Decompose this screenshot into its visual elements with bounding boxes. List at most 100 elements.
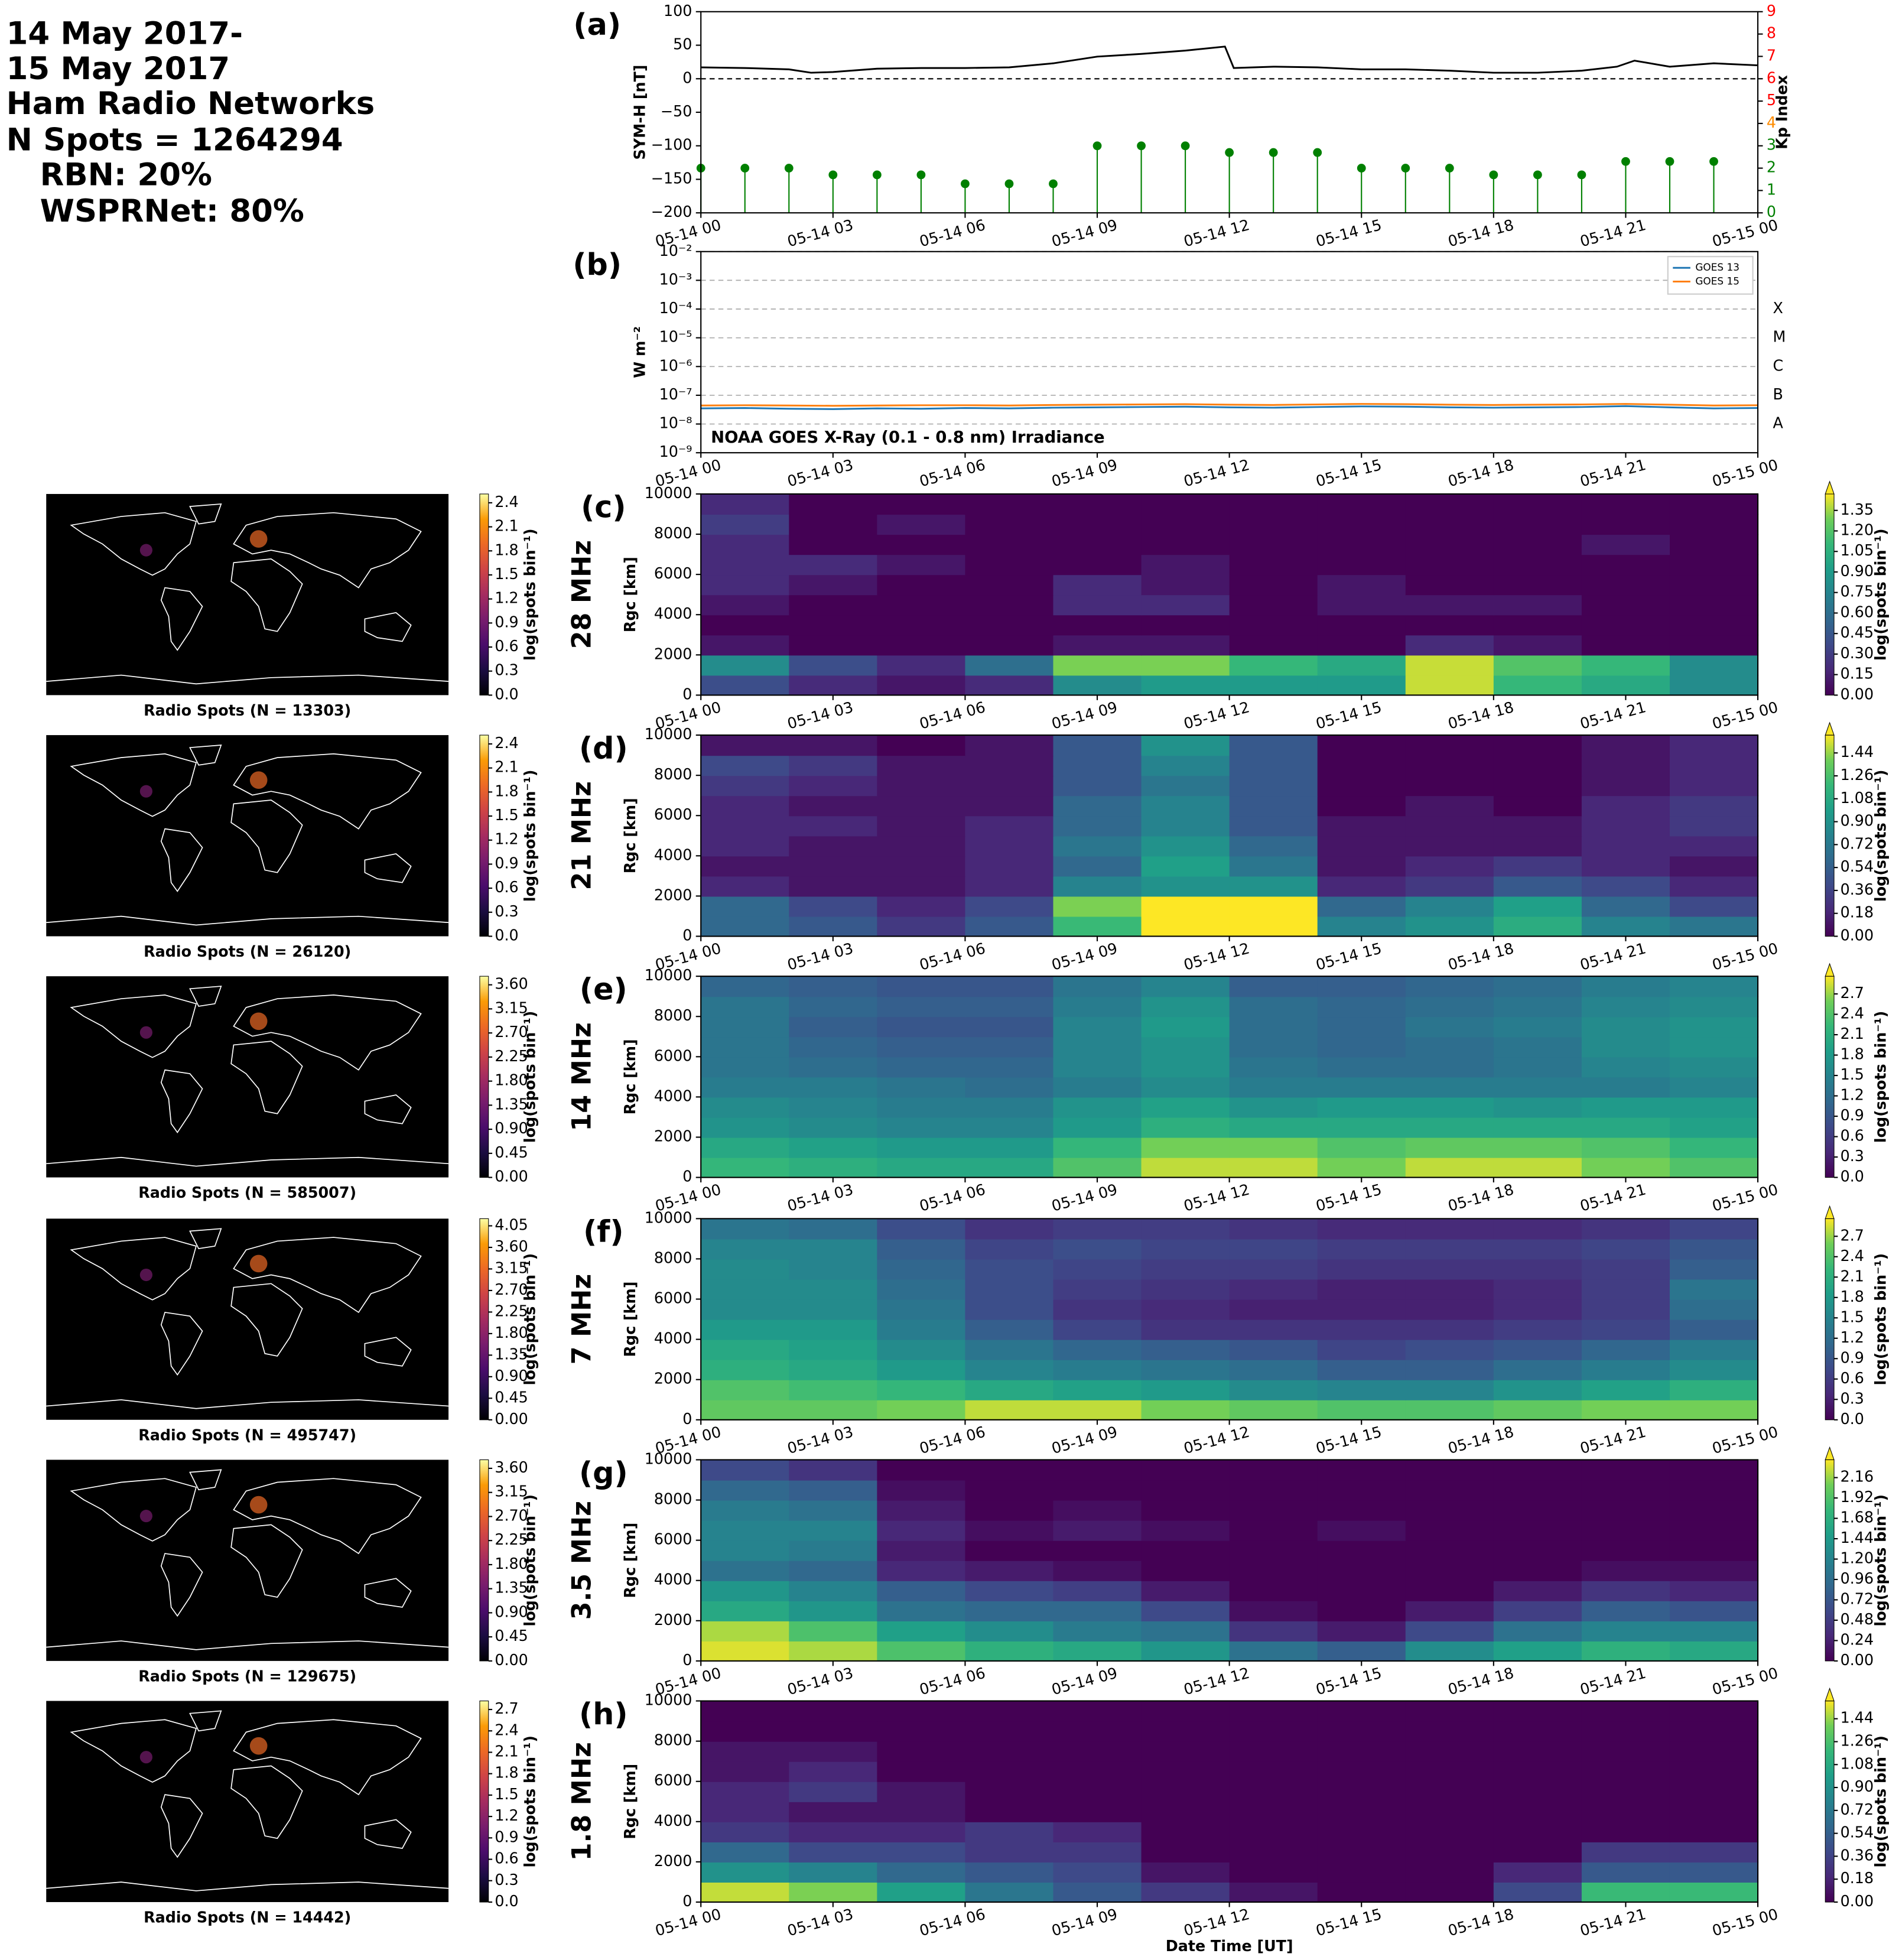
- heatmap-cell: [1141, 1239, 1230, 1260]
- heatmap-cell: [701, 1741, 790, 1762]
- heatmap-cell: [701, 534, 790, 555]
- colorbar-tick-label: 0.00: [495, 1168, 528, 1185]
- heatmap-cell: [1493, 1399, 1582, 1421]
- heatmap-cell: [1669, 1861, 1759, 1883]
- heatmap-cell: [701, 1781, 790, 1802]
- heatmap-cell: [1493, 1218, 1582, 1240]
- colorbar-tick-label: 1.05: [1841, 541, 1874, 559]
- heatmap-cell: [1141, 1540, 1230, 1561]
- colorbar: [1825, 734, 1835, 937]
- legend-label: GOES 13: [1695, 261, 1739, 273]
- heatmap-cell: [965, 1801, 1054, 1822]
- x-tick-label: 05-14 12: [1182, 1664, 1251, 1698]
- heatmap-cell: [1317, 1359, 1406, 1380]
- colorbar-tick-label: 2.4: [495, 1721, 518, 1738]
- heatmap-cell: [1669, 815, 1759, 837]
- heatmap-cell: [1581, 1500, 1671, 1521]
- series-line: [701, 45, 1758, 74]
- heatmap-cell: [877, 896, 966, 917]
- heatmap-cell: [1053, 1339, 1142, 1360]
- x-tick-label: 05-14 18: [1446, 1905, 1516, 1939]
- heatmap-cell: [1669, 896, 1759, 917]
- heatmap-cell: [1493, 1077, 1582, 1098]
- colorbar-tick-label: 0.6: [495, 637, 518, 655]
- colorbar-tick-label: 2.1: [1841, 1267, 1864, 1285]
- heatmap-cell: [701, 1861, 790, 1883]
- heatmap-cell: [1229, 815, 1318, 837]
- heatmap-cell: [789, 1741, 878, 1762]
- colorbar-tick-label: 1.5: [495, 1785, 518, 1803]
- colorbar-tick-label: 0.72: [1841, 1590, 1874, 1607]
- heatmap-cell: [701, 815, 790, 837]
- x-tick-label: 05-14 15: [1314, 1180, 1384, 1214]
- colorbar: [1825, 976, 1835, 1178]
- heatmap-cell: [789, 795, 878, 817]
- heatmap-cell: [1405, 1137, 1494, 1158]
- heatmap-cell: [965, 1399, 1054, 1421]
- heatmap-cell: [1141, 1057, 1230, 1078]
- heatmap-cell: [1669, 1801, 1759, 1822]
- map-caption: Radio Spots (N = 495747): [138, 1426, 356, 1444]
- heatmap-cell: [1669, 635, 1759, 656]
- heatmap-cell: [1317, 1299, 1406, 1320]
- heatmap-cell: [1669, 1137, 1759, 1158]
- heatmap-cell: [1141, 1339, 1230, 1360]
- heatmap-cell: [1317, 1701, 1406, 1722]
- heatmap-cell: [877, 1841, 966, 1863]
- heatmap-cell: [1141, 1259, 1230, 1280]
- heatmap-cell: [1141, 1721, 1230, 1742]
- heatmap-cell: [1405, 1821, 1494, 1842]
- heatmap-cell: [1669, 1701, 1759, 1722]
- heatmap-cell: [789, 916, 878, 937]
- heatmap-cell: [965, 795, 1054, 817]
- heatmap-cell: [965, 1701, 1054, 1722]
- x-tick-label: 05-14 09: [1049, 1905, 1119, 1939]
- heatmap-cell: [789, 1560, 878, 1581]
- heatmap-cell: [1405, 1540, 1494, 1561]
- frequency-label: 1.8 MHz: [567, 1742, 597, 1861]
- colorbar: [1825, 1701, 1835, 1903]
- colorbar-tick-label: 0.45: [495, 1388, 528, 1406]
- heatmap-cell: [1229, 1721, 1318, 1742]
- y-axis-label: Rgc [km]: [621, 1764, 639, 1839]
- x-tick-label: 05-15 00: [1710, 1905, 1780, 1939]
- heatmap-cell: [1493, 1721, 1582, 1742]
- heatmap-cell: [701, 1520, 790, 1541]
- colorbar-tick-label: 2.25: [495, 1530, 528, 1548]
- heatmap-cell: [1493, 755, 1582, 776]
- heatmap-cell: [1581, 896, 1671, 917]
- heatmap-cell: [1141, 1036, 1230, 1058]
- heatmap-cell: [877, 795, 966, 817]
- heatmap-cell: [1053, 1137, 1142, 1158]
- heatmap-cell: [1229, 1137, 1318, 1158]
- heatmap-cell: [789, 574, 878, 596]
- heatmap-cell: [1229, 1580, 1318, 1601]
- heatmap-cell: [877, 1399, 966, 1421]
- heatmap-cell: [1581, 1097, 1671, 1118]
- y-tick-label: 0: [682, 926, 692, 944]
- colorbar-tick-label: 2.4: [495, 734, 518, 752]
- x-tick-label: 05-14 03: [785, 456, 855, 490]
- colorbar-tick-label: 0.72: [1841, 834, 1874, 852]
- heatmap-cell: [965, 1137, 1054, 1158]
- heatmap-cell: [1581, 1861, 1671, 1883]
- heatmap-cell: [789, 1279, 878, 1300]
- y-tick-label: 50: [673, 35, 692, 53]
- heatmap-cell: [1141, 1520, 1230, 1541]
- heatmap-cell: [965, 1540, 1054, 1561]
- heatmap-cell: [1141, 554, 1230, 576]
- heatmap-cell: [789, 1841, 878, 1863]
- heatmap-cell: [1053, 574, 1142, 596]
- heatmap-cell: [789, 1218, 878, 1240]
- colorbar-tick-label: 1.80: [495, 1324, 528, 1341]
- heatmap-cell: [1669, 514, 1759, 535]
- heatmap-cell: [1493, 554, 1582, 576]
- heatmap-cell: [1317, 735, 1406, 756]
- x-tick-label: 05-14 18: [1446, 939, 1516, 973]
- heatmap-cell: [1581, 1339, 1671, 1360]
- heatmap-cell: [1317, 1741, 1406, 1762]
- heatmap-cell: [1229, 1359, 1318, 1380]
- heatmap-cell: [877, 574, 966, 596]
- map-caption: Radio Spots (N = 129675): [138, 1667, 356, 1685]
- heatmap-cell: [1141, 574, 1230, 596]
